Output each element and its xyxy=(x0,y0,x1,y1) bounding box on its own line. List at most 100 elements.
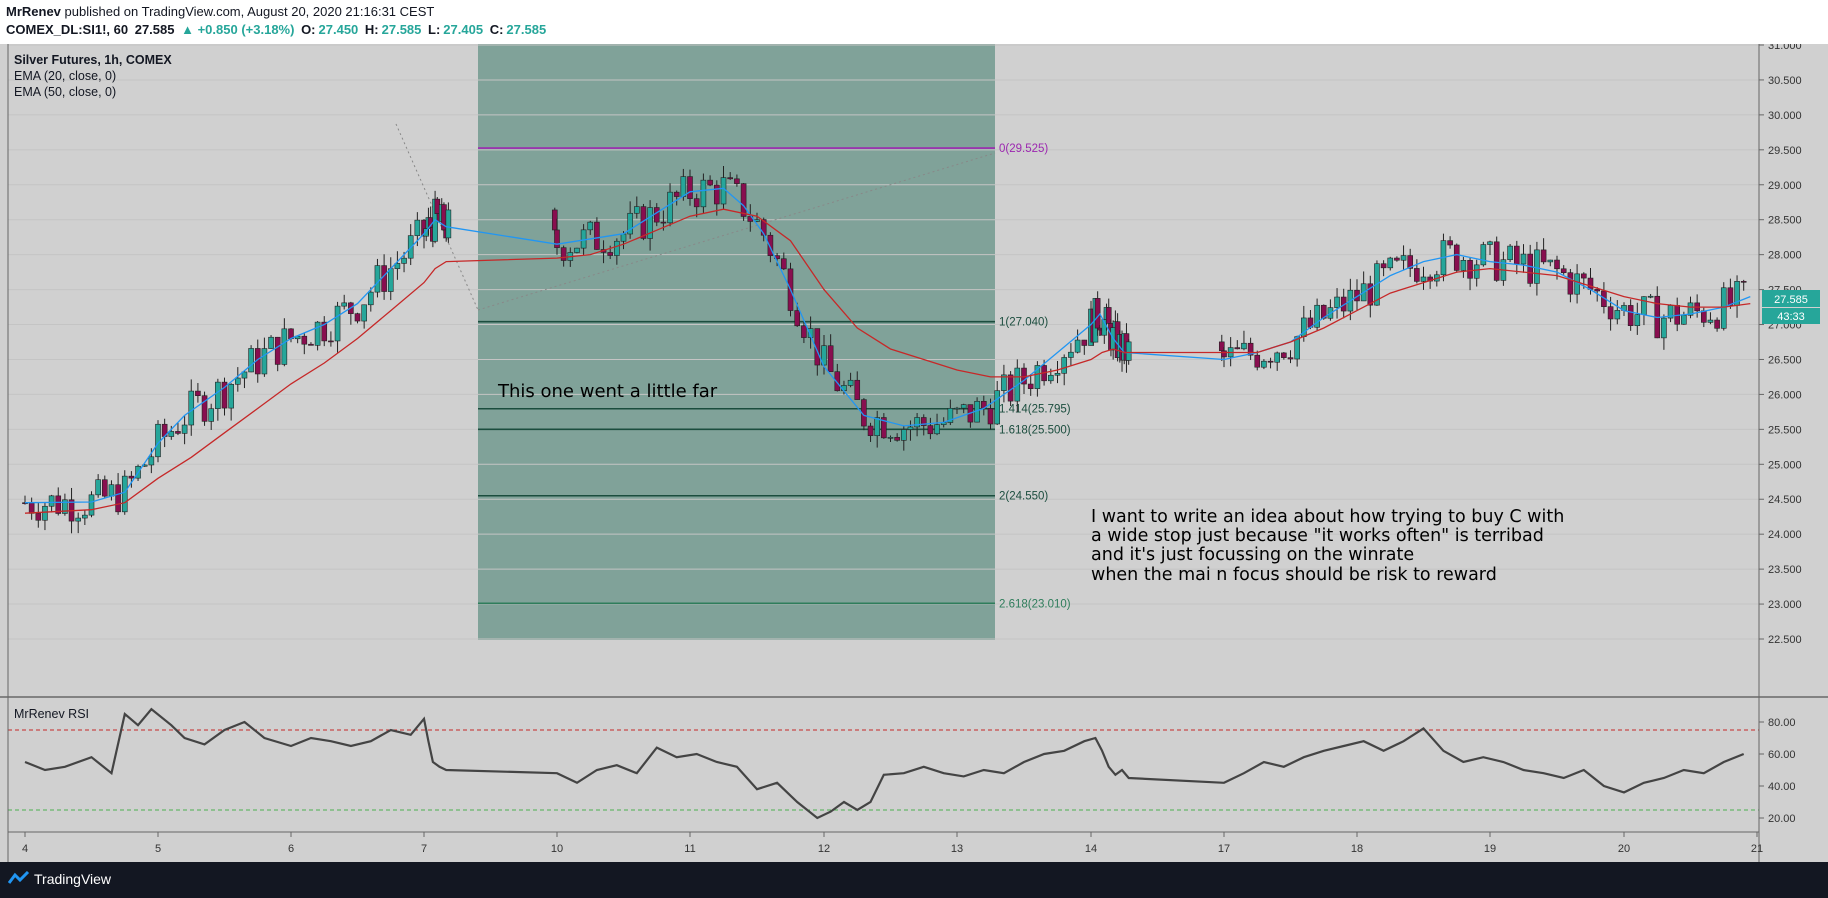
candle-body xyxy=(1281,352,1287,358)
symbol-label[interactable]: COMEX_DL:SI1!, 60 xyxy=(6,22,129,37)
candle-body xyxy=(341,302,348,307)
candle-body xyxy=(1094,298,1101,329)
candle-body xyxy=(115,484,121,513)
candle-body xyxy=(1627,305,1634,326)
price-change: ▲ +0.850 (+3.18%) xyxy=(181,22,295,37)
candle-body xyxy=(900,429,907,441)
candle-body xyxy=(1267,360,1274,363)
price-tick-label: 24.000 xyxy=(1768,529,1802,541)
candle-body xyxy=(328,340,334,343)
candle-body xyxy=(148,456,155,466)
candle-body xyxy=(195,390,201,396)
candle-body xyxy=(268,336,274,349)
price-tag-box xyxy=(1762,290,1820,307)
candle-body xyxy=(1514,245,1520,265)
candle-body xyxy=(954,407,960,410)
time-tick-label: 20 xyxy=(1618,843,1630,855)
candle-body xyxy=(914,417,920,428)
candle-body xyxy=(807,328,814,338)
candle-body xyxy=(554,229,560,248)
candle-body xyxy=(1714,319,1720,329)
candle-body xyxy=(894,436,900,441)
candle-body xyxy=(574,247,580,253)
price-tick-label: 30.000 xyxy=(1768,110,1802,122)
candle-body xyxy=(42,505,48,521)
price-tick-label: 29.500 xyxy=(1768,145,1802,157)
candle-body xyxy=(354,313,361,322)
high-value: 27.585 xyxy=(381,22,422,37)
candle-body xyxy=(1701,310,1707,323)
candle-body xyxy=(1001,374,1007,391)
candle-body xyxy=(1334,296,1340,308)
countdown-value: 43:33 xyxy=(1777,311,1805,323)
price-tick-label: 26.000 xyxy=(1768,389,1802,401)
candle-body xyxy=(35,513,42,521)
last-price: 27.585 xyxy=(134,22,175,37)
candle-body xyxy=(215,381,221,409)
price-tag: 27.585 43:33 xyxy=(1762,290,1820,324)
legend-ema50[interactable]: EMA (50, close, 0) xyxy=(14,85,116,99)
fib-extension: 0(29.525) 1(27.040) 1.414(25.795) 1.618(25.… xyxy=(478,143,1071,610)
tradingview-logo-icon[interactable] xyxy=(7,870,30,890)
fib-level-label: 2(24.550) xyxy=(999,491,1048,503)
candle-body xyxy=(387,268,394,292)
candle-body xyxy=(1081,339,1088,346)
time-tick-label: 6 xyxy=(288,843,294,855)
candle-body xyxy=(947,407,954,423)
price-tick-label: 24.500 xyxy=(1768,494,1802,506)
open-value: 27.450 xyxy=(318,22,359,37)
box-note[interactable]: This one went a little far xyxy=(497,381,718,402)
candle-body xyxy=(1034,365,1041,389)
time-tick-label: 19 xyxy=(1484,843,1496,855)
candle-body xyxy=(1068,351,1074,358)
candle-body xyxy=(374,265,381,293)
rsi-tick-label: 80.00 xyxy=(1768,717,1796,729)
price-tag-value: 27.585 xyxy=(1774,294,1808,306)
candle-body xyxy=(713,184,720,205)
brand-name[interactable]: TradingView xyxy=(34,871,112,887)
candle-body xyxy=(321,321,328,342)
candle-body xyxy=(1567,272,1574,295)
legend-rsi[interactable]: MrRenev RSI xyxy=(14,707,89,721)
candle-body xyxy=(1048,374,1054,382)
ema-lines xyxy=(24,187,1751,514)
chart-background xyxy=(0,44,1828,862)
rsi-pane xyxy=(8,707,1759,820)
time-tick-label: 13 xyxy=(951,843,963,855)
price-axis[interactable]: 22.500 23.000 23.500 24.000 24.500 25.000 25.5… xyxy=(1759,44,1802,646)
candle-body xyxy=(647,207,653,239)
candle-body xyxy=(1740,281,1747,283)
idea-line-2: a wide stop just because "it works often… xyxy=(1091,526,1544,546)
candle-body xyxy=(1507,245,1513,261)
candle-body xyxy=(301,335,308,345)
legend-title[interactable]: Silver Futures, 1h, COMEX xyxy=(14,53,172,67)
time-axis[interactable]: 4 5 6 7 10 11 12 13 14 17 18 19 20 21 xyxy=(22,832,1763,855)
candle-body xyxy=(653,207,660,223)
candle-body xyxy=(1554,259,1560,270)
candle-body xyxy=(1274,352,1280,363)
candle-body xyxy=(95,479,101,496)
candle-body xyxy=(228,384,234,409)
candle-body xyxy=(854,379,861,400)
candle-body xyxy=(274,336,281,365)
fib-extension-zone xyxy=(478,44,995,640)
candle-body xyxy=(560,247,567,261)
rsi-axis[interactable]: 20.00 40.00 60.00 80.00 xyxy=(1759,717,1796,825)
candle-body xyxy=(48,495,55,507)
price-tick-label: 31.000 xyxy=(1768,44,1802,52)
legend-ema20[interactable]: EMA (20, close, 0) xyxy=(14,69,116,83)
chart-canvas[interactable]: 0(29.525) 1(27.040) 1.414(25.795) 1.618(25.… xyxy=(0,44,1828,862)
candle-body xyxy=(594,221,600,250)
candle-body xyxy=(1493,241,1500,281)
candle-body xyxy=(1560,268,1567,273)
close-label: C: xyxy=(489,22,504,37)
author-name[interactable]: MrRenev xyxy=(6,4,61,19)
candle-body xyxy=(314,321,321,346)
candle-body xyxy=(834,371,841,392)
fib-level-label: 1(27.040) xyxy=(999,317,1048,329)
published-text: published on TradingView.com, August 20,… xyxy=(60,4,435,19)
time-tick-label: 14 xyxy=(1085,843,1097,855)
candle-body xyxy=(667,191,673,224)
idea-note[interactable]: I want to write an idea about how trying… xyxy=(1091,507,1564,585)
ohlc-info: COMEX_DL:SI1!, 60 27.585 ▲ +0.850 (+3.18… xyxy=(6,22,549,37)
